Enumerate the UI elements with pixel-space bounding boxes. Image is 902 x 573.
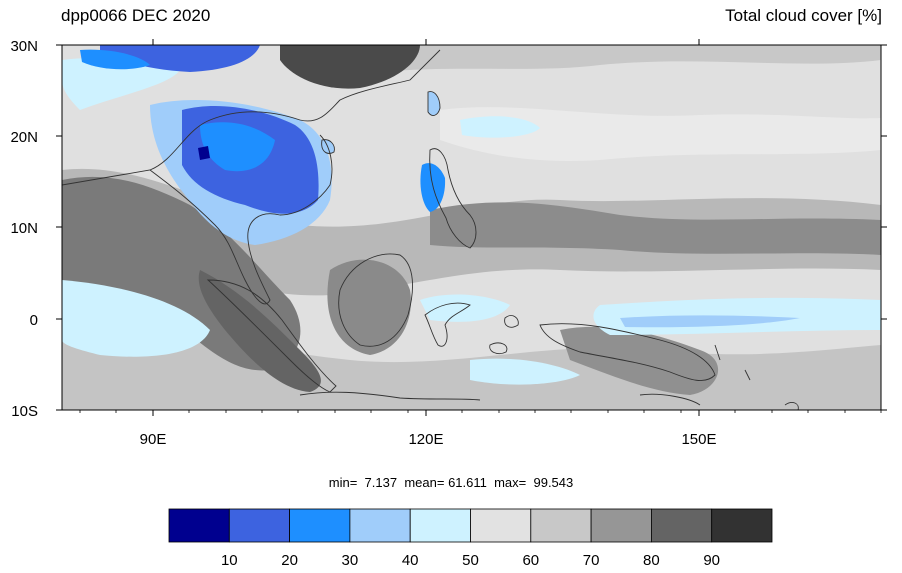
- plot-title-right: Total cloud cover [%]: [725, 6, 882, 25]
- cloud-cover-field: [62, 45, 881, 410]
- stats-max-label: max=: [494, 475, 527, 490]
- cloud-dark-borneo: [327, 259, 411, 355]
- cloud-lightblue-west-low: [62, 280, 210, 357]
- colorbar-label-90: 90: [703, 552, 720, 569]
- colorbar-label-70: 70: [583, 552, 600, 569]
- clear-sky-min-spot: [198, 146, 210, 160]
- clear-sky-indochina-core: [200, 122, 275, 172]
- colorbar-box-5: [470, 508, 532, 543]
- minor-ticks: [79, 410, 882, 413]
- lon-label-120e: 120E: [408, 431, 443, 448]
- colorbar-box-9: [711, 508, 773, 543]
- lat-ticks: [56, 44, 887, 411]
- lon-ticks: [152, 39, 700, 416]
- stats-mean-label: mean=: [404, 475, 445, 490]
- cloud-blue-equator: [620, 315, 800, 328]
- colorbar-box-2: [289, 508, 351, 543]
- lat-label-30n: 30N: [10, 38, 38, 55]
- stats-mean-value: 61.611: [448, 475, 487, 490]
- cloud-dark-pacific-band: [430, 202, 881, 255]
- plot-title-left: dpp0066 DEC 2020: [61, 6, 211, 25]
- colorbar-box-3: [349, 508, 411, 543]
- colorbar-label-80: 80: [643, 552, 660, 569]
- colorbar-label-30: 30: [342, 552, 359, 569]
- colorbar: [168, 508, 773, 543]
- colorbar-label-10: 10: [221, 552, 238, 569]
- cloud-dark-south-china: [280, 45, 420, 89]
- colorbar-label-60: 60: [522, 552, 539, 569]
- cloud-lightblue-pacific-south: [470, 358, 580, 385]
- lon-label-90e: 90E: [140, 431, 167, 448]
- lat-label-0: 0: [30, 312, 38, 329]
- colorbar-label-40: 40: [402, 552, 419, 569]
- stats-line: min= 7.137 mean= 61.611 max= 99.543: [0, 475, 902, 490]
- lat-label-20n: 20N: [10, 129, 38, 146]
- clear-sky-taiwan: [428, 91, 440, 116]
- colorbar-label-50: 50: [462, 552, 479, 569]
- colorbar-box-0: [168, 508, 230, 543]
- clear-sky-north-edge: [80, 49, 150, 70]
- coastlines: [62, 49, 799, 410]
- cloud-dark-new-guinea: [560, 326, 719, 395]
- cloud-light-zone-east: [440, 107, 881, 161]
- cloud-lightblue-east: [460, 116, 540, 138]
- stats-min-label: min=: [328, 475, 358, 490]
- lat-label-10s: 10S: [11, 403, 38, 420]
- colorbar-box-4: [409, 508, 471, 543]
- clear-sky-philippines: [420, 163, 446, 212]
- colorbar-box-6: [530, 508, 592, 543]
- colorbar-box-1: [228, 508, 291, 543]
- colorbar-label-20: 20: [281, 552, 298, 569]
- stats-max-value: 99.543: [533, 475, 574, 490]
- lon-label-150e: 150E: [681, 431, 716, 448]
- cloud-band-north: [330, 45, 881, 80]
- lat-label-10n: 10N: [10, 220, 38, 237]
- cloud-lightblue-west-top: [62, 58, 180, 110]
- colorbar-box-8: [651, 508, 713, 543]
- colorbar-labels: 10 20 30 40 50 60 70 80 90: [221, 552, 720, 569]
- colorbar-box-7: [590, 508, 652, 543]
- stats-min-value: 7.137: [364, 475, 398, 490]
